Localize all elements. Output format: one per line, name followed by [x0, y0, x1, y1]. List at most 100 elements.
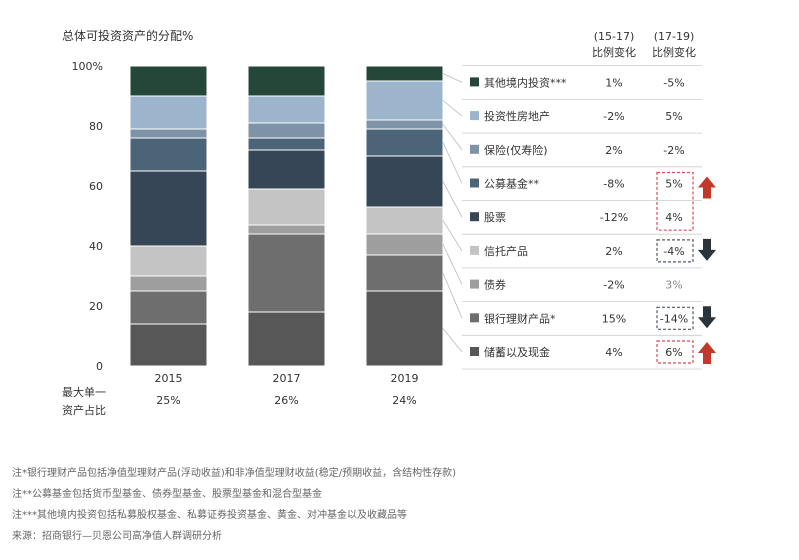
- bar-segment: [129, 128, 208, 139]
- change-17-19: -5%: [663, 76, 684, 89]
- change-17-19: 3%: [665, 279, 682, 292]
- y-tick-label: 80: [89, 120, 103, 133]
- column-header-label: 比例变化: [592, 45, 636, 59]
- bar-segment: [365, 254, 444, 292]
- stacked-bar-chart: 总体可投资资产的分配% 100% 80 60 40 20 0 2015 25% 2017 26% 20…: [62, 28, 716, 417]
- bar-segment: [247, 65, 326, 97]
- up-arrow-icon: [698, 342, 716, 364]
- bar-segment: [129, 170, 208, 247]
- legend-connector: [442, 272, 463, 319]
- legend-connector: [442, 100, 463, 117]
- legend-connector: [442, 142, 463, 184]
- legend-label: 债券: [484, 278, 506, 292]
- footnotes: 注*银行理财产品包括净值型理财产品(浮动收益)和非净值型理财收益(稳定/预期收益…: [12, 463, 456, 547]
- bar-segment: [129, 245, 208, 277]
- bar-segment: [129, 275, 208, 292]
- legend-swatch: [470, 178, 479, 188]
- legend-swatch: [470, 313, 479, 323]
- bar-segment: [129, 95, 208, 130]
- change-15-17: -8%: [603, 178, 624, 191]
- change-17-19: 6%: [665, 346, 682, 359]
- column-header-range: (15-17): [594, 30, 635, 43]
- y-tick-label: 100%: [72, 60, 103, 73]
- bar-segment: [247, 311, 326, 367]
- legend-swatch: [470, 245, 479, 255]
- y-tick-label: 60: [89, 180, 103, 193]
- legend-label: 公募基金**: [484, 177, 539, 191]
- legend-connector: [442, 220, 463, 252]
- down-arrow-icon: [698, 238, 716, 261]
- legend-label: 股票: [484, 211, 506, 224]
- legend-connector: [442, 124, 463, 151]
- source-note: 来源：招商银行—贝恩公司高净值人群调研分析: [12, 531, 222, 542]
- legend-connector: [442, 244, 463, 285]
- column-header-label: 比例变化: [652, 45, 696, 59]
- bar-segment: [129, 323, 208, 367]
- max-single-asset-label: 最大单一: [62, 385, 106, 399]
- up-arrow-icon: [698, 176, 716, 199]
- bar-segment: [365, 65, 444, 82]
- y-tick-label: 0: [96, 360, 103, 373]
- max-single-asset-value: 24%: [392, 394, 416, 407]
- change-15-17: 4%: [605, 346, 622, 359]
- change-15-17: 2%: [605, 245, 622, 258]
- highlight-box-down: [656, 306, 694, 330]
- bar-segment: [365, 128, 444, 157]
- bar-segment: [129, 290, 208, 325]
- footnote-other-investments: 注***其他境内投资包括私募股权基金、私募证券投资基金、黄金、对冲基金以及收藏品…: [12, 510, 407, 521]
- max-single-asset-value: 26%: [274, 394, 298, 407]
- bar-segment: [365, 155, 444, 208]
- legend-label: 储蓄以及现金: [484, 345, 550, 359]
- column-header-range: (17-19): [654, 30, 695, 43]
- y-tick-label: 20: [89, 300, 103, 313]
- bar-segment: [247, 188, 326, 226]
- change-15-17: -2%: [603, 279, 624, 292]
- legend-swatch: [470, 279, 479, 289]
- change-15-17: 15%: [602, 312, 626, 325]
- footnote-public-funds: 注**公募基金包括货币型基金、债券型基金、股票型基金和混合型基金: [12, 489, 322, 500]
- legend-label: 保险(仅寿险): [484, 143, 548, 157]
- legend-swatch: [470, 347, 479, 356]
- x-tick-label: 2015: [155, 372, 183, 385]
- max-single-asset-value: 25%: [156, 394, 180, 407]
- highlight-box-down: [656, 239, 694, 263]
- change-15-17: 1%: [605, 76, 622, 89]
- bar-segment: [247, 122, 326, 139]
- bar-segment: [247, 149, 326, 190]
- legend-connector: [442, 73, 463, 83]
- max-single-asset-label: 资产占比: [62, 403, 106, 417]
- bar-segment: [365, 119, 444, 130]
- bar-segment: [365, 206, 444, 235]
- x-tick-label: 2019: [391, 372, 419, 385]
- bar-segment: [247, 224, 326, 235]
- legend-connector: [442, 181, 463, 218]
- chart-title: 总体可投资资产的分配%: [62, 28, 193, 43]
- bar-segment: [247, 233, 326, 313]
- bar-segment: [129, 65, 208, 97]
- change-17-19: 5%: [665, 110, 682, 123]
- legend-label: 信托产品: [484, 244, 528, 258]
- bar-segment: [365, 290, 444, 367]
- change-17-19: -14%: [660, 312, 688, 325]
- legend-label: 银行理财产品*: [484, 311, 556, 325]
- highlight-box-up: [656, 340, 694, 364]
- x-tick-label: 2017: [273, 372, 301, 385]
- down-arrow-icon: [698, 306, 716, 329]
- bar-segment: [129, 137, 208, 172]
- legend-swatch: [470, 144, 479, 154]
- change-15-17: 2%: [605, 144, 622, 157]
- legend-connector: [442, 328, 463, 353]
- change-15-17: -12%: [600, 211, 628, 224]
- legend-swatch: [470, 212, 479, 222]
- legend-swatch: [470, 77, 479, 87]
- bar-segment: [365, 80, 444, 121]
- footnote-wealth-products: 注*银行理财产品包括净值型理财产品(浮动收益)和非净值型理财收益(稳定/预期收益…: [12, 468, 456, 479]
- highlight-box-up: [656, 171, 694, 231]
- bar-segment: [247, 137, 326, 151]
- change-17-19: 5%: [665, 178, 682, 191]
- bar-segment: [247, 95, 326, 124]
- bar-segment: [365, 233, 444, 256]
- change-17-19: -4%: [663, 245, 684, 258]
- change-15-17: -2%: [603, 110, 624, 123]
- legend-label: 投资性房地产: [484, 109, 550, 123]
